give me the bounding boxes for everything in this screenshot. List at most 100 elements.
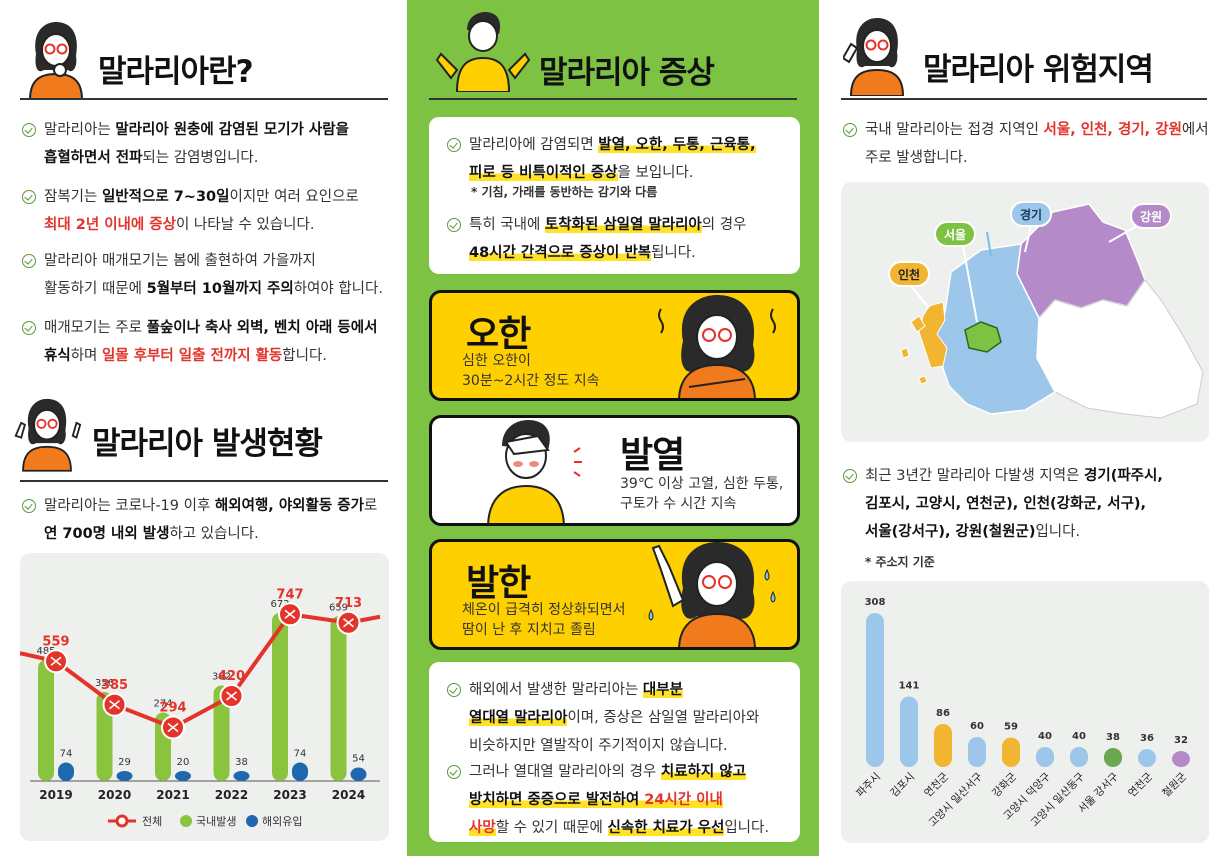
left-column: 말라리아란? 말라리아는 말라리아 원충에 감염된 모기가 사람을 흡혈하면서 전… bbox=[0, 0, 407, 856]
heading-symptoms: 말라리아 증상 bbox=[435, 8, 715, 92]
bullet-line: 말라리아는 코로나-19 이후 해외여행, 야외활동 증가로 bbox=[44, 498, 378, 514]
data-label-region: 40 bbox=[1038, 731, 1052, 742]
heading-title: 말라리아 위험지역 bbox=[923, 51, 1154, 88]
map-panel: 경기 강원 서울 인천 bbox=[841, 182, 1209, 442]
tick-label-region: 연천군 bbox=[1126, 770, 1155, 799]
bullet-line: 국내 말라리아는 접경 지역인 서울, 인천, 경기, 강원에서 bbox=[865, 122, 1209, 138]
falciparum-box: 해외에서 발생한 말라리아는 대부분 열대열 말라리아이며, 증상은 삼일열 말라… bbox=[429, 662, 800, 842]
tick-label-region: 강화군 bbox=[990, 770, 1019, 799]
data-label-domestic: 356 bbox=[95, 678, 114, 689]
label-badge-gangwon bbox=[1130, 203, 1172, 229]
mosquito-icon bbox=[167, 722, 179, 733]
check-circle-icon bbox=[22, 123, 36, 137]
woman-pointing-icon bbox=[14, 398, 82, 472]
check-circle-icon bbox=[843, 469, 857, 483]
legend-overseas: 해외유입 bbox=[262, 814, 302, 828]
bullet-line: 말라리아에 감염되면 발열, 오한, 두통, 근육통, bbox=[469, 137, 756, 153]
data-label-region: 86 bbox=[936, 708, 950, 719]
tick-label: 2020 bbox=[98, 788, 131, 802]
bullet-line: 흡혈하면서 전파되는 감염병입니다. bbox=[44, 150, 259, 166]
heading-title: 말라리아 발생현황 bbox=[92, 425, 323, 462]
bullet-season: 말라리아 매개모기는 봄에 출현하여 가을까지 활동하기 때문에 5월부터 10월… bbox=[22, 247, 392, 303]
bullet-tertian: 특히 국내에 토착화된 삼일열 말라리아의 경우 48시간 간격으로 증상이 반복… bbox=[447, 211, 787, 267]
address-note: * 주소지 기준 bbox=[865, 555, 935, 569]
mosquito-icon bbox=[226, 691, 237, 701]
bar-overseas bbox=[350, 767, 367, 781]
bar-region bbox=[1138, 749, 1156, 767]
tick-label: 2019 bbox=[39, 788, 72, 802]
card-desc: 체온이 급격히 정상화되면서 땀이 난 후 지치고 졸림 bbox=[462, 602, 626, 638]
bullet-line: 48시간 간격으로 증상이 반복됩니다. bbox=[469, 245, 696, 261]
data-label-region: 60 bbox=[970, 721, 984, 732]
bar-domestic bbox=[38, 659, 54, 781]
data-label-overseas: 20 bbox=[177, 757, 190, 768]
data-label-overseas: 74 bbox=[60, 749, 73, 760]
label-gyeonggi: 경기 bbox=[1020, 207, 1042, 222]
bullet-line: 최근 3년간 말라리아 다발생 지역은 경기(파주시, bbox=[865, 468, 1163, 484]
legend-line-marker bbox=[115, 814, 129, 828]
check-circle-icon bbox=[22, 499, 36, 513]
tick-label: 2022 bbox=[215, 788, 248, 802]
bullet-falciparum: 해외에서 발생한 말라리아는 대부분 열대열 말라리아이며, 증상은 삼일열 말라… bbox=[447, 676, 792, 760]
bullet-incubation: 잠복기는 일반적으로 7~30일이지만 여러 요인으로 최대 2년 이내에 증상이… bbox=[22, 183, 392, 239]
heading-risk-areas: 말라리아 위험지역 bbox=[843, 14, 1154, 96]
data-label-domestic: 274 bbox=[153, 699, 172, 710]
man-fever-icon bbox=[487, 420, 582, 523]
man-shrugging-icon bbox=[435, 12, 531, 92]
woman-sweating-icon bbox=[648, 542, 776, 647]
bar-region bbox=[934, 724, 952, 767]
divider bbox=[20, 480, 388, 482]
woman-presenting-icon bbox=[843, 18, 905, 96]
bullet-line: 방치하면 중증으로 발전하여 24시간 이내 bbox=[469, 792, 723, 808]
symptoms-box: 말라리아에 감염되면 발열, 오한, 두통, 근육통, 피로 등 비특이적인 증상… bbox=[429, 117, 800, 274]
mosquito-icon bbox=[343, 618, 354, 628]
label-seoul: 서울 bbox=[944, 227, 966, 242]
divider bbox=[429, 98, 797, 100]
middle-column: 말라리아 증상 말라리아에 감염되면 발열, 오한, 두통, 근육통, 피로 등 … bbox=[407, 0, 819, 856]
data-label-total: 559 bbox=[42, 634, 69, 649]
bullet-line: 휴식하며 일몰 후부터 일출 전까지 활동합니다. bbox=[44, 348, 327, 364]
check-circle-icon bbox=[447, 765, 461, 779]
symptoms-note: * 기침, 가래를 동반하는 감기와 다름 bbox=[471, 185, 658, 199]
woman-shivering-icon bbox=[658, 295, 776, 398]
bar-domestic bbox=[272, 612, 288, 781]
card-title: 오한 bbox=[466, 314, 531, 355]
tick-label: 2023 bbox=[273, 788, 306, 802]
woman-thinking-icon bbox=[28, 22, 84, 100]
data-label-total: 713 bbox=[335, 596, 362, 611]
series-line-total bbox=[19, 612, 381, 730]
data-label-domestic: 659 bbox=[329, 602, 348, 613]
bar-region bbox=[1002, 737, 1020, 767]
tick-label: 2021 bbox=[156, 788, 189, 802]
bar-overseas bbox=[175, 771, 191, 781]
card-desc: 39℃ 이상 고열, 심한 두통, 구토가 수 시간 지속 bbox=[620, 476, 784, 512]
check-circle-icon bbox=[22, 321, 36, 335]
bar-overseas bbox=[116, 771, 133, 781]
occurrence-chart: 4857420193562920202742020213823820226737… bbox=[19, 587, 381, 828]
card-fever: 발열 39℃ 이상 고열, 심한 두통, 구토가 수 시간 지속 bbox=[429, 415, 800, 526]
tick-label-region: 연천군 bbox=[922, 770, 951, 799]
bullet-line: 특히 국내에 토착화된 삼일열 말라리아의 경우 bbox=[469, 217, 747, 233]
bullet-line: 활동하기 때문에 5월부터 10월까지 주의하여야 합니다. bbox=[44, 281, 383, 297]
bullet-line: 주로 발생합니다. bbox=[865, 150, 968, 166]
bar-region bbox=[1036, 747, 1054, 767]
check-circle-icon bbox=[447, 683, 461, 697]
card-title: 발한 bbox=[466, 563, 531, 604]
data-label-total: 420 bbox=[218, 669, 245, 684]
legend-swatch-overseas bbox=[246, 815, 258, 827]
region-chart-panel: 308 파주시 141 김포시 86 연천군 60 고양시 일산서구 59 강화군 40 고양시 덕양… bbox=[841, 581, 1209, 843]
bullet-line: 피로 등 비특이적인 증상을 보입니다. bbox=[469, 165, 694, 181]
label-incheon: 인천 bbox=[898, 267, 920, 282]
legend-total: 전체 bbox=[142, 815, 162, 828]
bar-region bbox=[1172, 751, 1190, 767]
mosquito-icon bbox=[109, 700, 120, 710]
bullet-line: 잠복기는 일반적으로 7~30일이지만 여러 요인으로 bbox=[44, 189, 359, 205]
data-label-overseas: 74 bbox=[294, 749, 307, 760]
bullet-line: 연 700명 내외 발생하고 있습니다. bbox=[44, 526, 259, 542]
data-label-region: 32 bbox=[1174, 735, 1188, 746]
bar-domestic bbox=[330, 616, 347, 781]
data-label-region: 141 bbox=[899, 681, 920, 692]
